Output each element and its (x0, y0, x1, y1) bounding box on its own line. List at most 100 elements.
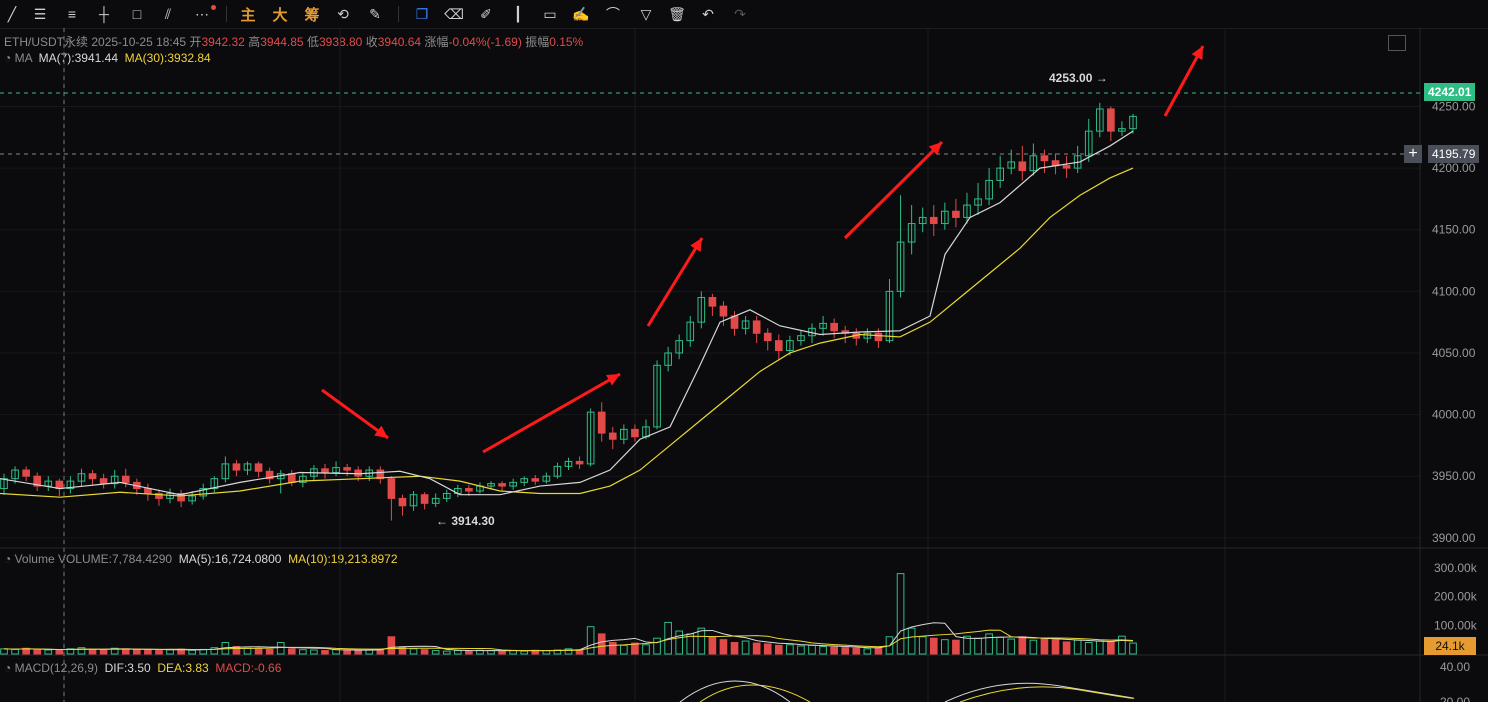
trash-icon[interactable]: 🗑 (668, 5, 686, 22)
candle-body (243, 463, 252, 471)
volume-bar (110, 647, 119, 655)
volume-label[interactable]: Volume (14, 552, 55, 566)
horizontal-lines-icon[interactable]: ☰ (33, 5, 47, 22)
volume-bar (586, 626, 595, 655)
magnet-icon[interactable]: ⌒ (606, 6, 620, 22)
trend-arrow-head (690, 238, 702, 252)
eraser-icon[interactable]: ⌫ (444, 5, 464, 22)
current-price-tag: 4242.01 (1424, 83, 1476, 101)
candle-body (575, 460, 584, 465)
volume-bar (1051, 639, 1060, 655)
bell-icon[interactable]: ◔ (4, 661, 12, 675)
volume-bar (1129, 642, 1137, 655)
candle-body (996, 167, 1004, 181)
candle-body (520, 478, 529, 483)
price-tick-label: 3950.00 (1432, 469, 1476, 483)
rectangle-icon[interactable]: □ (132, 6, 142, 22)
candle-body (675, 340, 684, 354)
redo-icon[interactable]: ↷ (734, 5, 746, 22)
volume-ma10: MA(10):19,213.8972 (288, 552, 398, 566)
chips-indicator-button[interactable]: 筹 (304, 6, 320, 24)
volume-bar (941, 639, 949, 655)
candlestick-chart: 4250.00 4200.00 4150.00 4100.00 4050.00 4000.… (0, 28, 1488, 702)
volume-bar (33, 649, 42, 655)
volume-bar (774, 644, 783, 655)
volume-bar (1084, 642, 1093, 655)
candle-body (608, 432, 617, 440)
big-indicator-button[interactable]: 大 (272, 6, 288, 24)
volume-bar (254, 648, 263, 655)
candle-body (664, 352, 672, 366)
candle-body (387, 478, 396, 499)
add-alert-icon[interactable]: + (1404, 145, 1422, 163)
candle-body (741, 320, 750, 329)
trend-arrow-head (606, 374, 620, 386)
macd-dea: DEA:3.83 (157, 661, 209, 675)
volume-bar (907, 627, 916, 655)
main-indicator-button[interactable]: 主 (240, 6, 256, 24)
edit-icon[interactable]: ✍ (572, 5, 590, 22)
candle-body (1118, 128, 1126, 132)
ma7-value: MA(7):3941.44 (38, 51, 118, 65)
macd-dea-line (959, 686, 1135, 702)
candle-body (254, 463, 263, 472)
volume-bar (996, 636, 1004, 655)
volume-bar (763, 643, 772, 655)
volume-bar (830, 646, 838, 655)
volume-bar (786, 644, 794, 655)
trend-line-icon[interactable]: ╱ (7, 5, 17, 22)
volume-bar (985, 633, 993, 655)
candle-body (752, 320, 761, 334)
volume-bar (22, 647, 30, 655)
candle-body (686, 321, 695, 342)
candle-body (974, 198, 982, 206)
volume-bar (675, 630, 684, 655)
volume-bar (11, 648, 19, 655)
candle-body (0, 478, 8, 490)
ray-icon[interactable]: ┼ (99, 6, 109, 22)
parallel-channel-icon[interactable]: ≡ (67, 6, 77, 22)
fullscreen-icon[interactable] (1388, 35, 1406, 51)
notification-dot (211, 5, 216, 10)
volume-bar (874, 647, 883, 655)
volume-bar (166, 649, 174, 655)
volume-bar (929, 637, 938, 655)
volume-bar (1018, 636, 1027, 655)
volume-bar (520, 650, 529, 655)
trend-arrow-shaft (321, 388, 389, 440)
candle-body (409, 494, 418, 507)
macd-dif-line (944, 682, 1134, 702)
ma7-line (0, 130, 1134, 496)
ohlc-header: ETH/USDT永续 2025-10-25 18:45 开3942.32 高39… (4, 33, 583, 50)
filter-icon[interactable]: ▽ (640, 5, 652, 22)
volume-bar (1073, 639, 1082, 655)
settings-icon[interactable]: ✎ (369, 5, 381, 22)
replay-icon[interactable]: ⟲ (337, 5, 349, 22)
copy-icon[interactable]: ❐ (415, 5, 429, 22)
volume-tick-label: 100.00k (1434, 618, 1478, 632)
candle-body (918, 216, 927, 225)
clipboard-icon[interactable]: ▭ (543, 5, 557, 22)
more-icon[interactable]: ⋯ (195, 5, 209, 22)
bell-icon[interactable]: ◔ (4, 552, 12, 566)
candle-body (620, 428, 628, 440)
bell-icon[interactable]: ◔ (4, 51, 12, 65)
candle-body (874, 332, 883, 342)
candle-body (719, 305, 728, 317)
candle-body (110, 475, 119, 485)
brush-icon[interactable]: ✐ (480, 5, 492, 22)
volume-bar (243, 647, 252, 655)
trend-arrow-shaft (482, 372, 621, 454)
candles-icon[interactable]: ┃ (513, 5, 523, 22)
candle-body (265, 470, 274, 480)
macd-label[interactable]: MACD(12,26,9) (14, 661, 98, 675)
fib-icon[interactable]: ⫽ (164, 5, 172, 22)
volume-bar (974, 637, 982, 655)
candle-body (1095, 108, 1104, 132)
ma-label[interactable]: MA (14, 51, 32, 65)
low-label: 低 (306, 35, 319, 49)
volume-tick-label: 300.00k (1434, 561, 1478, 575)
undo-icon[interactable]: ↶ (702, 5, 714, 22)
volume-bar (420, 649, 429, 655)
candle-body (653, 364, 661, 428)
